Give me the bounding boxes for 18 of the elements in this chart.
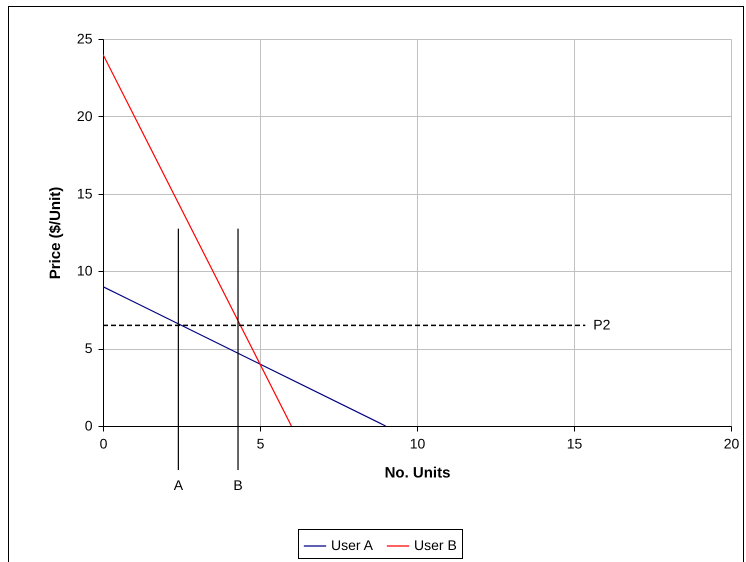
ref-line-label: A bbox=[174, 477, 184, 493]
y-tick-label: 5 bbox=[84, 340, 93, 356]
y-tick-label: 20 bbox=[76, 108, 93, 124]
x-tick-label: 10 bbox=[410, 436, 426, 452]
ref-line-label: B bbox=[233, 477, 243, 493]
y-tick-label: 10 bbox=[76, 262, 93, 279]
y-tick-label: 25 bbox=[76, 30, 93, 46]
x-axis-title: No. Units bbox=[384, 464, 450, 482]
x-tick-label: 15 bbox=[566, 436, 582, 452]
ref-line-label: P2 bbox=[593, 316, 611, 332]
y-axis-title: Price ($/Unit) bbox=[46, 186, 64, 280]
x-tick-label: 5 bbox=[256, 436, 265, 452]
x-tick-label: 0 bbox=[100, 436, 108, 452]
legend-label: User A bbox=[331, 537, 374, 553]
x-tick-label: 20 bbox=[724, 436, 740, 452]
legend-label: User B bbox=[414, 537, 457, 553]
y-tick-label: 0 bbox=[84, 418, 93, 434]
y-tick-label: 15 bbox=[76, 185, 93, 202]
